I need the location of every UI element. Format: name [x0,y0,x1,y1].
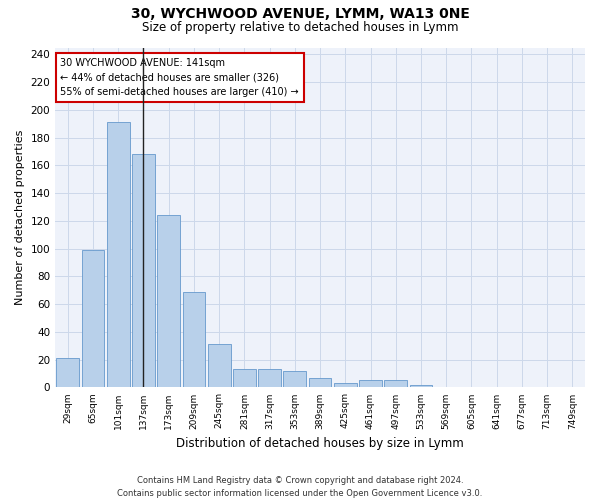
Text: 30 WYCHWOOD AVENUE: 141sqm
← 44% of detached houses are smaller (326)
55% of sem: 30 WYCHWOOD AVENUE: 141sqm ← 44% of deta… [61,58,299,98]
Bar [334,384,356,388]
Y-axis label: Number of detached properties: Number of detached properties [15,130,25,305]
Bar [233,370,256,388]
Bar [208,344,230,388]
Bar [385,380,407,388]
Bar [410,384,433,388]
Bar [182,292,205,388]
Bar [258,370,281,388]
X-axis label: Distribution of detached houses by size in Lymm: Distribution of detached houses by size … [176,437,464,450]
Text: Size of property relative to detached houses in Lymm: Size of property relative to detached ho… [142,21,458,34]
Bar [283,371,306,388]
Bar [309,378,331,388]
Bar [359,380,382,388]
Text: 30, WYCHWOOD AVENUE, LYMM, WA13 0NE: 30, WYCHWOOD AVENUE, LYMM, WA13 0NE [131,8,469,22]
Bar [132,154,155,388]
Bar [107,122,130,388]
Bar [82,250,104,388]
Bar [157,216,180,388]
Bar [56,358,79,388]
Text: Contains HM Land Registry data © Crown copyright and database right 2024.
Contai: Contains HM Land Registry data © Crown c… [118,476,482,498]
